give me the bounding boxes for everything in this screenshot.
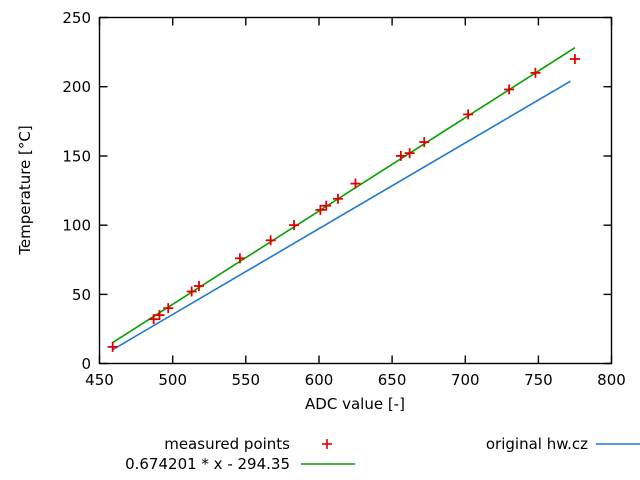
data-point xyxy=(321,200,332,211)
chart-legend: measured points original hw.cz 0.674201 … xyxy=(125,435,640,473)
x-tick-label: 600 xyxy=(305,371,334,389)
y-axis-ticks xyxy=(99,16,612,365)
data-point xyxy=(107,341,118,352)
original-line xyxy=(112,80,571,351)
data-point xyxy=(419,137,430,148)
data-point xyxy=(504,84,515,95)
data-point xyxy=(463,109,474,120)
data-point xyxy=(289,220,300,231)
data-point xyxy=(163,303,174,314)
plot-frame xyxy=(98,16,613,365)
x-tick-label: 650 xyxy=(378,371,407,389)
x-tick-labels: 450 500 550 600 650 700 750 800 xyxy=(85,371,626,389)
data-point xyxy=(350,178,361,189)
data-point xyxy=(265,235,276,246)
data-point xyxy=(315,204,326,215)
y-tick-label: 50 xyxy=(72,286,91,304)
y-tick-label: 150 xyxy=(62,148,91,166)
legend-label-fit-equation: 0.674201 * x - 294.35 xyxy=(125,455,290,473)
x-tick-label: 800 xyxy=(597,371,626,389)
series-fit-line xyxy=(112,47,576,344)
x-axis-ticks xyxy=(98,17,613,364)
series-original-hw-cz xyxy=(112,80,571,351)
y-tick-label: 100 xyxy=(62,217,91,235)
data-point xyxy=(154,310,165,321)
y-tick-label: 250 xyxy=(62,9,91,27)
data-point xyxy=(404,148,415,159)
x-tick-label: 550 xyxy=(231,371,260,389)
x-tick-label: 450 xyxy=(85,371,114,389)
y-tick-label: 0 xyxy=(81,355,91,373)
series-measured-points xyxy=(107,54,580,352)
x-tick-label: 750 xyxy=(524,371,553,389)
y-axis-title: Temperature [°C] xyxy=(16,125,34,255)
data-point xyxy=(395,150,406,161)
x-tick-label: 700 xyxy=(451,371,480,389)
data-point xyxy=(569,54,580,65)
data-point xyxy=(530,67,541,78)
y-tick-labels: 250 200 150 100 50 0 xyxy=(62,9,91,373)
y-tick-label: 200 xyxy=(62,78,91,96)
legend-marker-plus-icon xyxy=(322,439,332,449)
x-tick-label: 500 xyxy=(158,371,187,389)
data-point xyxy=(186,286,197,297)
data-point xyxy=(332,193,343,204)
data-point xyxy=(234,253,245,264)
data-point xyxy=(193,280,204,291)
fit-line xyxy=(112,47,576,344)
legend-label-measured-points: measured points xyxy=(164,435,290,453)
legend-label-original-hw-cz: original hw.cz xyxy=(486,435,588,453)
x-axis-title: ADC value [-] xyxy=(305,395,405,413)
data-point xyxy=(148,314,159,325)
